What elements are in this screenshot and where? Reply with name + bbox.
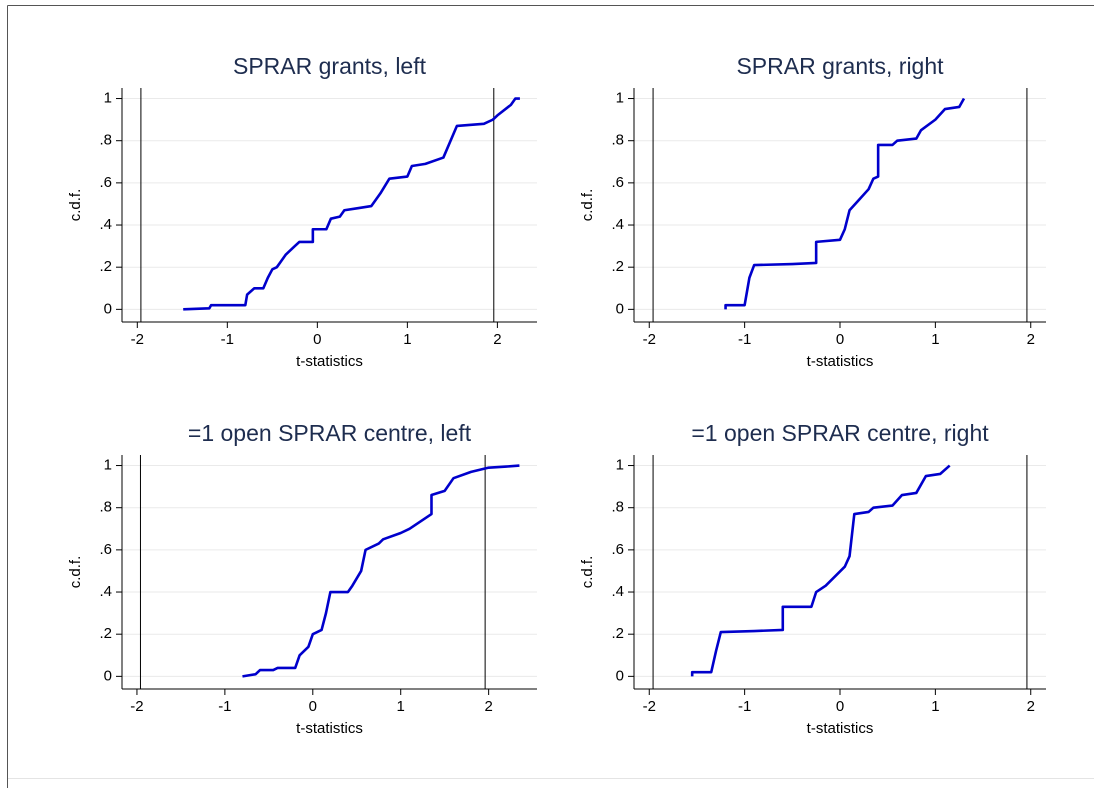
x-tick-label: -2 (643, 698, 656, 715)
x-tick-label: 2 (1027, 331, 1035, 348)
panel-title: SPRAR grants, left (233, 53, 427, 79)
x-tick-label: 1 (397, 698, 405, 715)
x-tick-label: 2 (1027, 698, 1035, 715)
x-tick-label: -1 (218, 698, 231, 715)
y-tick-label: .6 (611, 541, 624, 558)
y-tick-label: .8 (611, 499, 624, 516)
cdf-line (242, 464, 520, 678)
x-tick-label: 1 (931, 698, 939, 715)
x-axis-label: t-statistics (807, 353, 874, 370)
y-tick-label: 1 (104, 457, 112, 474)
x-tick-label: -2 (643, 331, 656, 348)
x-tick-label: 2 (484, 698, 492, 715)
x-tick-label: 0 (309, 698, 317, 715)
x-tick-label: -1 (738, 331, 751, 348)
y-tick-label: 1 (616, 90, 624, 107)
x-axis-label: t-statistics (296, 720, 363, 737)
y-axis-label: c.d.f. (67, 556, 84, 589)
y-tick-label: .2 (99, 625, 112, 642)
y-tick-label: .2 (99, 258, 112, 275)
cdf-line (183, 97, 520, 311)
y-tick-label: .8 (99, 132, 112, 149)
panel-title: SPRAR grants, right (736, 53, 944, 79)
y-tick-label: 0 (616, 300, 624, 317)
y-axis-label: c.d.f. (67, 189, 84, 222)
x-tick-label: -1 (221, 331, 234, 348)
y-tick-label: .4 (99, 583, 112, 600)
y-tick-label: .4 (611, 216, 624, 233)
cdf-line (690, 464, 951, 677)
y-tick-label: 1 (104, 90, 112, 107)
x-tick-label: -2 (131, 331, 144, 348)
x-tick-label: 0 (836, 331, 844, 348)
y-tick-label: 0 (104, 667, 112, 684)
panel-title: =1 open SPRAR centre, right (691, 420, 989, 446)
x-axis-label: t-statistics (296, 353, 363, 370)
y-tick-label: .6 (99, 174, 112, 191)
y-tick-label: .8 (611, 132, 624, 149)
x-tick-label: 1 (931, 331, 939, 348)
y-tick-label: .2 (611, 258, 624, 275)
y-tick-label: .4 (99, 216, 112, 233)
x-tick-label: 0 (313, 331, 321, 348)
y-tick-label: 1 (616, 457, 624, 474)
y-tick-label: .8 (99, 499, 112, 516)
y-tick-label: .6 (99, 541, 112, 558)
y-axis-label: c.d.f. (579, 189, 596, 222)
x-tick-label: 0 (836, 698, 844, 715)
panel-title: =1 open SPRAR centre, left (188, 420, 472, 446)
x-tick-label: -1 (738, 698, 751, 715)
x-axis-label: t-statistics (807, 720, 874, 737)
y-tick-label: .2 (611, 625, 624, 642)
x-tick-label: 1 (403, 331, 411, 348)
cdf-line (724, 97, 966, 310)
x-tick-label: -2 (130, 698, 143, 715)
x-tick-label: 2 (493, 331, 501, 348)
y-tick-label: .4 (611, 583, 624, 600)
y-tick-label: .6 (611, 174, 624, 191)
y-axis-label: c.d.f. (579, 556, 596, 589)
y-tick-label: 0 (616, 667, 624, 684)
y-tick-label: 0 (104, 300, 112, 317)
